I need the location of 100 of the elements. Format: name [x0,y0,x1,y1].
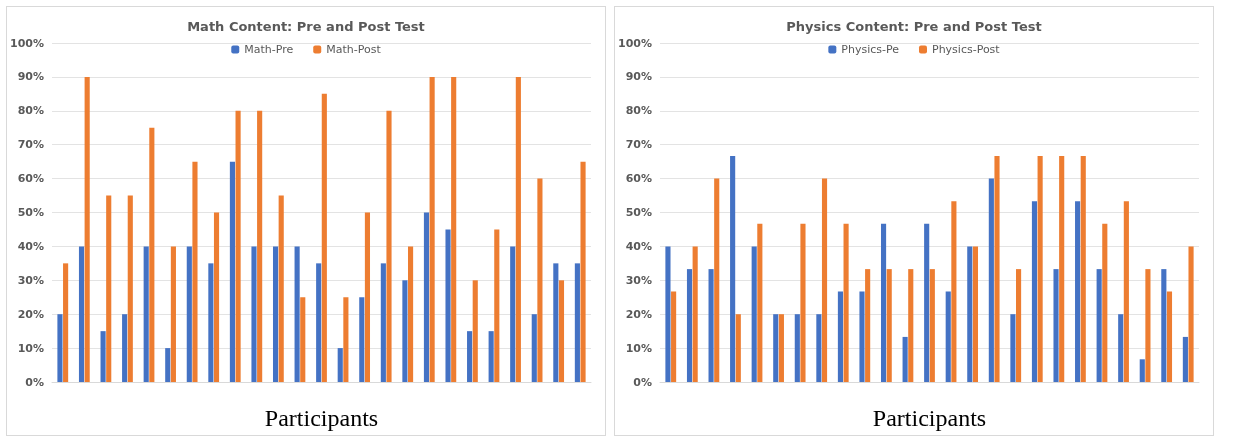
bar [553,263,559,382]
y-tick-label: 60% [17,172,44,186]
bar [106,195,112,382]
bar [192,161,198,382]
bar [337,348,343,382]
y-tick-label: 80% [625,104,652,118]
bar [165,348,171,382]
chart-title: Math Content: Pre and Post Test [187,19,425,34]
y-tick-label: 0% [25,375,44,389]
bar [423,212,430,382]
bar [794,314,800,382]
bar [580,161,586,382]
bar [1096,269,1102,382]
legend-label: Math-Post [326,43,382,56]
y-tick-label: 40% [625,239,652,253]
bar [445,229,451,382]
bar [467,331,473,382]
bar [343,297,349,382]
y-tick-label: 40% [17,239,44,253]
y-tick-label: 30% [17,273,44,287]
bar [1118,314,1124,382]
bar [988,178,994,382]
bar [671,291,677,382]
bar [122,314,128,382]
bar [1182,336,1188,382]
bar [967,246,973,382]
bar [994,155,1000,382]
bar [1059,155,1065,382]
bar [494,229,500,382]
bar [865,269,871,382]
bar [1102,223,1108,382]
bar [945,291,951,382]
bar [574,263,580,382]
y-tick-label: 90% [17,70,44,84]
bar [510,246,516,382]
bar [730,155,736,382]
bar [149,127,155,382]
bar [902,336,908,382]
bar [816,314,822,382]
bar [294,246,300,382]
bar [757,223,763,382]
bar [78,246,85,382]
bar [837,291,843,382]
bar [692,246,698,382]
bar [257,110,263,382]
bar [186,246,192,382]
y-tick-label: 20% [17,307,44,321]
legend-label: Physics-Post [932,43,1001,56]
bar [100,331,106,382]
bar [537,178,543,382]
bar [1188,246,1194,382]
bar [708,269,714,382]
bar [665,246,671,382]
legend-label: Math-Pre [244,43,294,56]
bar [127,195,133,382]
bar [778,314,784,382]
bar [531,314,537,382]
bar [800,223,806,382]
bar [515,76,521,382]
bar [359,297,365,382]
bar [1161,269,1167,382]
bar [213,212,220,382]
y-tick-label: 50% [17,206,44,219]
bar [735,314,741,382]
bar [235,110,241,382]
bar [886,269,892,382]
bar [402,280,408,382]
bar [251,246,257,382]
bar [843,223,849,382]
bar [1123,201,1129,382]
y-tick-label: 10% [625,341,652,355]
bar [278,195,284,382]
bar [472,280,478,382]
bar [229,161,235,382]
bar [1031,201,1038,382]
y-tick-label: 70% [17,138,44,152]
bar [821,178,828,382]
bar [714,178,720,382]
bar [1139,359,1145,382]
bar [380,263,386,382]
bar [300,297,306,382]
bar [929,269,935,382]
bar [57,314,63,382]
bar [408,246,414,382]
bar [1166,291,1173,382]
y-tick-label: 10% [17,341,44,355]
bar [84,76,90,382]
bar [859,291,865,382]
bar [1010,314,1016,382]
x-axis-title: Participants [872,405,987,431]
bar [429,76,435,382]
bar [1080,155,1086,382]
x-axis-title: Participants [264,405,379,431]
bar [488,331,494,382]
bar [272,246,279,382]
y-tick-label: 60% [625,172,652,186]
bar [751,246,757,382]
bar [316,263,322,382]
y-tick-label: 20% [625,307,652,321]
bar [170,246,176,382]
